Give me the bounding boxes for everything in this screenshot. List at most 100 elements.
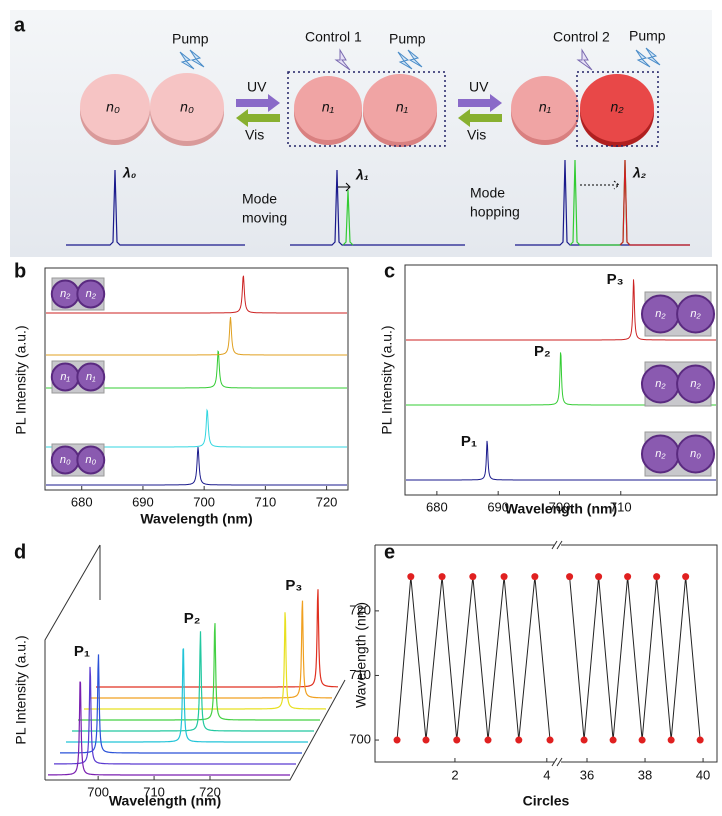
spectrum (66, 648, 308, 743)
spectrum (406, 440, 716, 481)
inset-label: n₀ (690, 448, 701, 460)
spectrum (46, 316, 347, 356)
inset-label: n₀ (60, 454, 71, 466)
annotation: hopping (470, 204, 520, 220)
spectrum (54, 666, 296, 765)
inset-disk (676, 294, 716, 334)
inset-label: n₁ (86, 371, 96, 383)
spectrum (46, 408, 347, 448)
line (569, 576, 701, 741)
index-label: n₁ (322, 99, 335, 115)
disks (80, 73, 654, 147)
line (396, 576, 551, 741)
wavelength-label: λ₀ (122, 165, 137, 181)
spectrum (48, 681, 290, 776)
index-label: n₀ (180, 99, 194, 115)
vis-label: Vis (245, 127, 264, 143)
pump-label: Pump (172, 31, 209, 47)
y-tick-label: 700 (349, 731, 371, 746)
point (393, 736, 401, 744)
y-axis-label: Wavelength (nm) (353, 602, 369, 708)
x-tick-label: 710 (143, 784, 165, 799)
point (546, 736, 554, 744)
spectrum (96, 589, 338, 688)
x-tick-label: 38 (638, 767, 652, 782)
panel-label: a (14, 14, 26, 36)
panel-label: e (384, 541, 395, 563)
point (469, 573, 477, 581)
inset-disk (676, 434, 716, 474)
x-axis-label: Circles (523, 793, 570, 809)
y-tick-label: 720 (349, 602, 371, 617)
axis-break (551, 540, 563, 767)
y-tick-label: 710 (349, 667, 371, 682)
index-label: n₁ (539, 99, 552, 115)
x-tick-label: 36 (580, 767, 594, 782)
point (438, 573, 446, 581)
peak-label: P₁ (74, 643, 90, 660)
control-box (576, 71, 659, 147)
shift-arrow (338, 182, 351, 192)
control-label: Control 2 (553, 29, 610, 45)
spectrum (84, 612, 326, 710)
control-box (287, 71, 446, 147)
uv-label: UV (469, 79, 489, 95)
spectrum (90, 600, 332, 699)
inset-label: n₁ (60, 371, 70, 383)
index-label: n₂ (610, 99, 624, 115)
x-tick-label: 710 (610, 499, 632, 514)
uv-label: UV (247, 79, 267, 95)
point (653, 573, 661, 581)
vis-label: Vis (467, 127, 486, 143)
inset-label: n₂ (655, 308, 666, 320)
inset-label: n₂ (655, 448, 666, 460)
inset-disk (76, 279, 106, 309)
mini-spectra (66, 159, 690, 246)
peak-label: P₂ (184, 610, 201, 627)
x-tick-label: 710 (255, 494, 277, 509)
x-axis-label: Wavelength (nm) (109, 793, 221, 809)
x-tick-label: 690 (487, 499, 509, 514)
x-tick-label: 40 (696, 767, 710, 782)
panel-label: d (14, 541, 26, 563)
point (638, 736, 646, 744)
inset-label: n₂ (690, 378, 701, 390)
x-tick-label: 700 (193, 494, 215, 509)
point (500, 573, 508, 581)
point (422, 736, 430, 744)
annotation: Mode (470, 185, 505, 201)
control-label: Control 1 (305, 29, 362, 45)
index-label: n₀ (106, 99, 120, 115)
control-icons (334, 48, 593, 71)
x-tick-label: 700 (87, 784, 109, 799)
point (696, 736, 704, 744)
panel-label: c (384, 260, 395, 282)
axes-frame (374, 544, 718, 763)
point (407, 573, 415, 581)
point (531, 573, 539, 581)
inset-label: n₂ (60, 288, 71, 300)
peak-label: P₁ (461, 433, 477, 450)
index-label: n₁ (396, 99, 409, 115)
x-axis-label: Wavelength (nm) (505, 501, 617, 517)
annotation: moving (242, 210, 287, 226)
x-tick-label: 720 (316, 494, 338, 509)
peak-label: P₃ (607, 271, 624, 288)
inset-label: n₂ (690, 308, 701, 320)
x-tick-label: 700 (549, 499, 571, 514)
x-tick-label: 680 (71, 494, 93, 509)
inset-disk (76, 362, 106, 392)
wavelength-label: λ₁ (355, 167, 369, 183)
point (453, 736, 461, 744)
axes-frame (404, 264, 718, 496)
pump-label: Pump (629, 28, 666, 44)
spectrum (72, 631, 314, 732)
axes-frame (44, 267, 349, 491)
inset-disk (76, 445, 106, 475)
spectrum (60, 654, 302, 754)
annotation: Mode (242, 191, 277, 207)
inset-disk (676, 364, 716, 404)
point (580, 736, 588, 744)
